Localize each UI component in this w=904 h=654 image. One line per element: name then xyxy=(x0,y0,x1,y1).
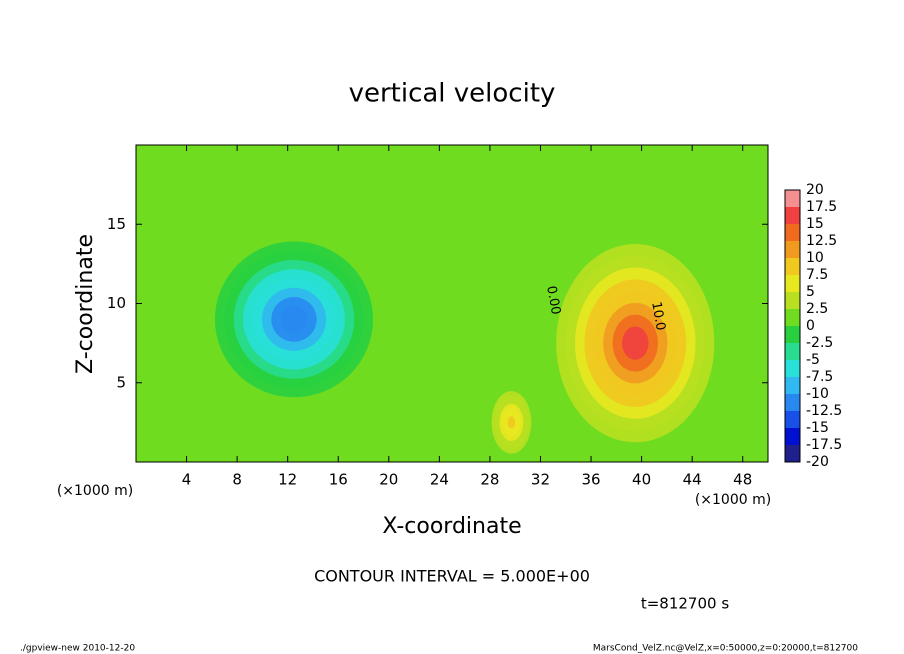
colorbar-band xyxy=(785,292,800,309)
colorbar-band xyxy=(785,241,800,258)
colorbar-label: 10 xyxy=(806,250,824,266)
x-tick-label: 48 xyxy=(733,471,752,489)
colorbar-label: -2.5 xyxy=(806,335,833,351)
x-tick-label: 36 xyxy=(581,471,600,489)
x-tick-label: 4 xyxy=(182,471,192,489)
x-tick-label: 32 xyxy=(531,471,550,489)
x-tick-label: 28 xyxy=(480,471,499,489)
field xyxy=(136,145,768,462)
colorbar-band xyxy=(785,207,800,224)
colorbar-label: 7.5 xyxy=(806,267,828,283)
x-tick-label: 12 xyxy=(278,471,297,489)
footer-right: MarsCond_VelZ.nc@VelZ,x=0:50000,z=0:2000… xyxy=(593,644,858,654)
colorbar-label: 17.5 xyxy=(806,199,837,215)
colorbar-label: 5 xyxy=(806,284,815,300)
colorbar-label: -20 xyxy=(806,454,829,470)
x-axis-label: X-coordinate xyxy=(382,514,521,539)
colorbar-band xyxy=(785,309,800,326)
colorbar-label: -5 xyxy=(806,352,820,368)
colorbar-band xyxy=(785,411,800,428)
colorbar-label: -17.5 xyxy=(806,437,842,453)
colorbar-band xyxy=(785,428,800,445)
colorbar-label: 2.5 xyxy=(806,301,828,317)
y-tick-label: 5 xyxy=(116,373,126,391)
colorbar-band xyxy=(785,326,800,343)
colorbar-label: 20 xyxy=(806,182,824,198)
y-tick-label: 10 xyxy=(107,294,126,312)
colorbar-band xyxy=(785,445,800,462)
chart-title: vertical velocity xyxy=(349,79,556,109)
colorbar-band xyxy=(785,377,800,394)
x-tick-label: 20 xyxy=(379,471,398,489)
colorbar-label: -10 xyxy=(806,386,829,402)
time-note: t=812700 s xyxy=(641,595,729,613)
y-axis-label: Z-coordinate xyxy=(73,234,98,374)
feature-core xyxy=(507,416,516,429)
x-tick-label: 40 xyxy=(632,471,651,489)
contour-label: 0.00 xyxy=(543,285,563,316)
x-tick-label: 16 xyxy=(329,471,348,489)
y-unit: (×1000 m) xyxy=(57,483,133,499)
x-tick-label: 44 xyxy=(683,471,702,489)
colorbar-label: -12.5 xyxy=(806,403,842,419)
colorbar-band xyxy=(785,258,800,275)
colorbar-label: 15 xyxy=(806,216,824,232)
colorbar-label: 0 xyxy=(806,318,815,334)
colorbar-band xyxy=(785,190,800,207)
colorbar-label: -7.5 xyxy=(806,369,833,385)
colorbar-label: -15 xyxy=(806,420,829,436)
x-unit: (×1000 m) xyxy=(695,492,771,508)
feature-core xyxy=(622,326,649,360)
y-tick-label: 15 xyxy=(107,215,126,233)
footer-left: ./gpview-new 2010-12-20 xyxy=(20,644,135,654)
colorbar-band xyxy=(785,343,800,360)
feature-core xyxy=(280,306,308,333)
contour-label: 10.0 xyxy=(648,301,668,332)
colorbar-band xyxy=(785,360,800,377)
colorbar-frame xyxy=(784,189,801,463)
colorbar-band xyxy=(785,275,800,292)
x-tick-label: 24 xyxy=(430,471,449,489)
colorbar-label: 12.5 xyxy=(806,233,837,249)
interval-note: CONTOUR INTERVAL = 5.000E+00 xyxy=(314,567,590,586)
colorbar-band xyxy=(785,224,800,241)
x-tick-label: 8 xyxy=(232,471,242,489)
colorbar-band xyxy=(785,394,800,411)
